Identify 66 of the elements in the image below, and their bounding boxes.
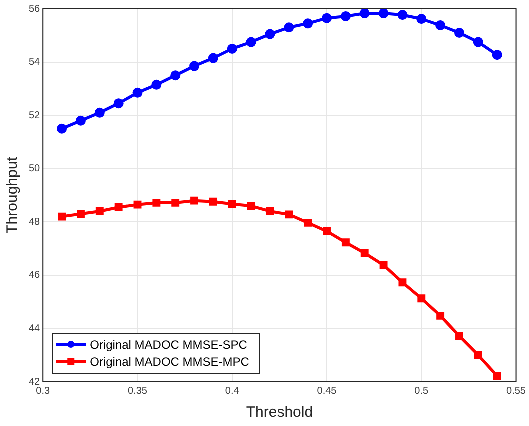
point: [246, 37, 256, 48]
point: [285, 210, 294, 219]
point: [94, 108, 105, 118]
point: [227, 44, 238, 54]
point: [474, 351, 482, 360]
point: [436, 20, 446, 31]
point: [454, 28, 464, 38]
x-tick-label: 0.35: [128, 386, 148, 397]
point: [152, 80, 162, 90]
point: [190, 61, 200, 72]
point: [456, 332, 464, 340]
point: [342, 238, 350, 247]
point: [114, 98, 124, 109]
x-tick-label: 0.3: [36, 386, 51, 397]
x-tick-label: 0.45: [317, 386, 338, 397]
point: [398, 10, 408, 20]
point: [132, 88, 143, 98]
point: [266, 208, 274, 216]
point: [398, 278, 407, 287]
point: [284, 22, 294, 33]
point: [57, 124, 68, 134]
point: [380, 261, 388, 270]
point: [247, 202, 256, 210]
point: [265, 29, 276, 40]
point: [436, 312, 445, 320]
point: [323, 227, 331, 236]
point: [322, 13, 332, 24]
point: [416, 14, 427, 24]
point: [360, 249, 369, 258]
y-tick-label: 56: [29, 4, 41, 15]
point: [152, 198, 161, 207]
point: [418, 294, 426, 303]
y-axis-title: Throughput: [4, 156, 22, 234]
point: [58, 212, 66, 221]
x-axis-title: Threshold: [246, 404, 314, 422]
point: [493, 372, 502, 380]
point: [96, 208, 104, 216]
point: [209, 198, 218, 206]
y-tick-label: 50: [29, 164, 41, 175]
y-tick-label: 46: [29, 270, 41, 282]
point: [378, 9, 389, 19]
point: [492, 50, 502, 60]
legend-label: Original MADOC MMSE-SPC: [90, 338, 248, 352]
point: [172, 198, 180, 207]
point: [208, 53, 218, 64]
point: [340, 11, 351, 22]
x-tick-label: 0.5: [414, 386, 430, 397]
point: [170, 70, 181, 81]
point: [360, 9, 370, 19]
y-tick-label: 54: [29, 57, 41, 68]
y-tick-label: 52: [29, 110, 41, 122]
y-tick-label: 42: [29, 376, 41, 388]
point: [77, 210, 85, 218]
point: [228, 200, 236, 208]
point: [304, 218, 312, 227]
y-tick-label: 44: [29, 323, 41, 334]
legend-label: Original MADOC MMSE-MPC: [90, 354, 250, 369]
point: [114, 204, 123, 212]
y-tick-label: 48: [29, 216, 41, 228]
point: [473, 37, 484, 48]
x-tick-label: 0.4: [225, 386, 240, 397]
x-tick-label: 0.55: [506, 386, 526, 397]
point: [303, 18, 314, 29]
point: [76, 116, 86, 126]
point: [190, 196, 199, 205]
point: [134, 200, 142, 209]
